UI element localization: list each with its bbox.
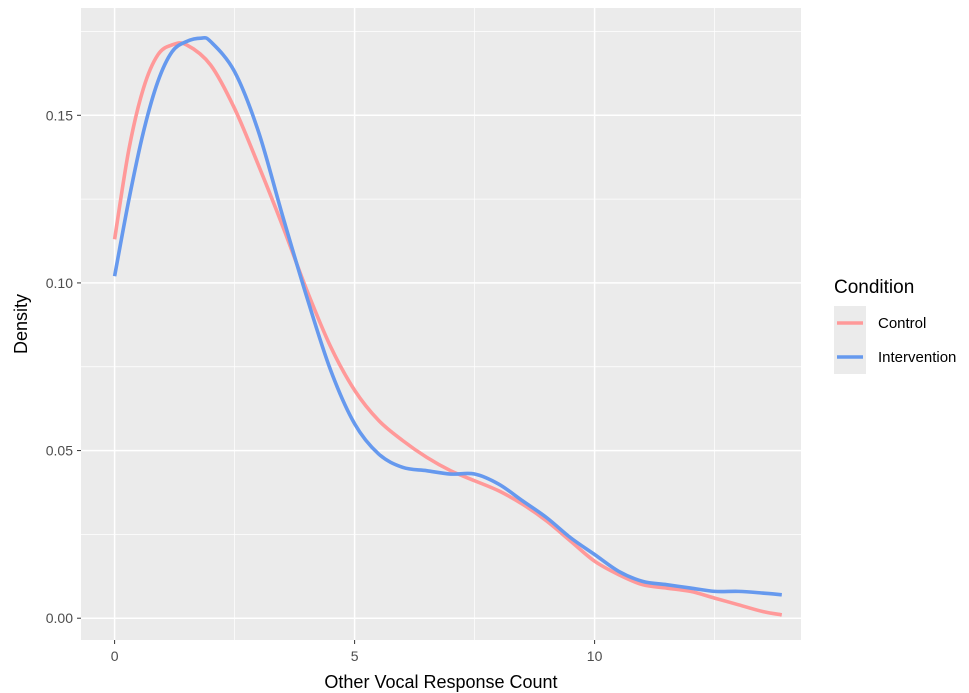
y-axis-title: Density <box>11 294 31 354</box>
series-lines <box>112 35 783 617</box>
panel-background <box>81 8 801 640</box>
legend-items: Control Intervention <box>834 306 956 374</box>
legend-label-intervention: Intervention <box>878 349 956 366</box>
x-tick-label: 5 <box>351 648 359 664</box>
x-axis: 0 5 10 <box>111 640 603 664</box>
y-tick-label: 0.00 <box>46 610 73 626</box>
x-tick-label: 0 <box>111 648 119 664</box>
legend-label-control: Control <box>878 315 926 332</box>
series-line-control <box>112 41 783 617</box>
minor-gridlines <box>81 8 801 640</box>
y-tick-label: 0.05 <box>46 443 73 459</box>
series-line-intervention <box>112 35 782 597</box>
legend-title: Condition <box>834 277 914 298</box>
legend: Condition Control Intervention <box>834 277 956 374</box>
x-axis-title: Other Vocal Response Count <box>324 672 557 692</box>
y-tick-label: 0.10 <box>46 275 73 291</box>
y-tick-label: 0.15 <box>46 107 73 123</box>
x-tick-label: 10 <box>587 648 603 664</box>
major-gridlines <box>81 8 801 640</box>
y-axis: 0.00 0.05 0.10 0.15 <box>46 107 81 626</box>
